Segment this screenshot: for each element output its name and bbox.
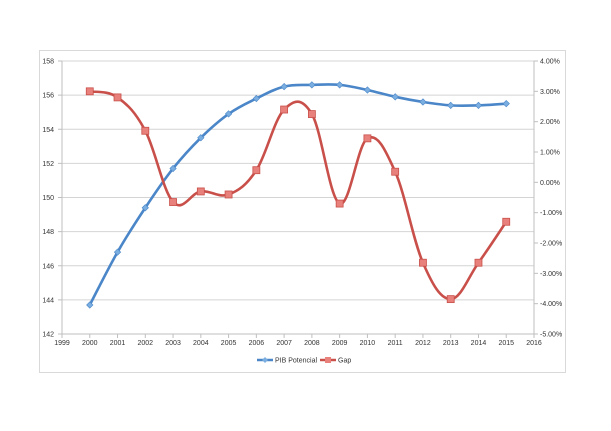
x-tick-label: 2016 xyxy=(526,340,542,347)
legend-item-gap: Gap xyxy=(320,357,351,365)
series-gap xyxy=(85,87,511,304)
y-left-tick-label: 156 xyxy=(42,93,54,100)
y-right-tick-label: 4.00% xyxy=(540,59,560,66)
data-point-marker xyxy=(447,101,455,109)
legend-label-pib-potencial: PIB Potencial xyxy=(275,358,317,365)
data-point-marker xyxy=(363,86,372,94)
x-tick-label: 2010 xyxy=(360,340,376,347)
data-point-marker xyxy=(474,101,483,109)
data-point-marker xyxy=(280,105,289,114)
legend: PIB Potencial Gap xyxy=(257,357,351,365)
y-right-tick-label: -5.00% xyxy=(540,332,562,339)
x-tick-label: 2005 xyxy=(221,340,237,347)
data-point-marker xyxy=(141,126,150,135)
y-left-tick-label: 148 xyxy=(42,229,54,236)
data-point-marker xyxy=(252,94,260,103)
data-point-marker xyxy=(280,82,288,91)
data-point-marker xyxy=(391,93,399,101)
legend-item-pib-potencial: PIB Potencial xyxy=(257,357,317,365)
x-tick-label: 2003 xyxy=(165,340,181,347)
y-right-tick-label: 1.00% xyxy=(540,150,560,157)
data-point-marker xyxy=(335,199,344,208)
y-right-tick-label: 2.00% xyxy=(540,119,560,126)
y-left-tick-label: 142 xyxy=(42,332,54,339)
series-layer xyxy=(85,81,511,309)
axes xyxy=(58,60,538,338)
data-point-marker xyxy=(224,110,233,118)
data-point-marker xyxy=(85,87,94,96)
data-point-marker xyxy=(197,134,205,142)
x-tick-label: 2008 xyxy=(304,340,320,347)
y-left-tick-label: 154 xyxy=(42,127,54,134)
y-left-tick-label: 152 xyxy=(42,161,54,168)
y-axis-left-labels: 142 144 146 148 150 152 154 156 158 xyxy=(42,59,54,339)
series-pib-potencial xyxy=(86,81,510,309)
data-point-marker xyxy=(307,110,316,118)
x-tick-label: 2001 xyxy=(110,340,126,347)
data-point-marker xyxy=(391,167,400,176)
x-axis-labels: 1999 2000 2001 2002 2003 2004 2005 2006 2007 2008… xyxy=(54,340,542,347)
data-point-marker xyxy=(224,190,233,199)
data-point-marker xyxy=(141,204,149,212)
x-tick-label: 2006 xyxy=(249,340,265,347)
x-tick-label: 2007 xyxy=(276,340,292,347)
data-point-marker xyxy=(419,98,427,106)
data-point-marker xyxy=(86,301,94,309)
data-point-marker xyxy=(169,198,177,206)
data-point-marker xyxy=(502,217,511,226)
x-tick-label: 2002 xyxy=(138,340,154,347)
y-right-tick-label: -1.00% xyxy=(540,210,562,217)
data-point-marker xyxy=(502,100,510,108)
y-left-tick-label: 150 xyxy=(42,195,54,202)
x-tick-label: 2004 xyxy=(193,340,209,347)
data-point-marker xyxy=(169,164,177,173)
data-point-marker xyxy=(196,187,205,196)
data-point-marker xyxy=(252,166,261,175)
legend-label-gap: Gap xyxy=(338,358,351,365)
diamond-marker-icon xyxy=(262,357,268,363)
y-right-tick-label: 3.00% xyxy=(540,89,560,96)
x-tick-label: 2009 xyxy=(332,340,348,347)
y-right-tick-label: 0.00% xyxy=(540,180,560,187)
data-point-marker xyxy=(474,258,483,267)
y-right-tick-label: -4.00% xyxy=(540,301,562,308)
square-marker-icon xyxy=(325,357,331,363)
x-tick-label: 1999 xyxy=(54,340,70,347)
y-left-tick-label: 144 xyxy=(42,297,54,304)
x-tick-label: 2014 xyxy=(471,340,487,347)
x-tick-label: 2000 xyxy=(82,340,98,347)
data-point-marker xyxy=(363,134,372,143)
y-left-tick-label: 146 xyxy=(42,263,54,270)
series-line xyxy=(88,83,507,306)
x-tick-label: 2013 xyxy=(443,340,459,347)
gridlines xyxy=(62,60,534,301)
x-tick-label: 2012 xyxy=(415,340,431,347)
x-tick-label: 2011 xyxy=(388,340,403,347)
data-point-marker xyxy=(113,248,122,256)
y-left-tick-label: 158 xyxy=(42,59,54,66)
data-point-marker xyxy=(446,295,455,304)
data-point-marker xyxy=(419,258,427,267)
y-right-tick-label: -2.00% xyxy=(540,241,562,248)
data-point-marker xyxy=(113,93,122,102)
data-point-marker xyxy=(308,81,316,89)
data-point-marker xyxy=(336,81,344,89)
y-axis-right-labels: -5.00% -4.00% -3.00% -2.00% -1.00% 0.00% 1.00%… xyxy=(540,59,562,339)
series-line xyxy=(89,90,508,301)
x-tick-label: 2015 xyxy=(498,340,514,347)
y-right-tick-label: -3.00% xyxy=(540,271,562,278)
